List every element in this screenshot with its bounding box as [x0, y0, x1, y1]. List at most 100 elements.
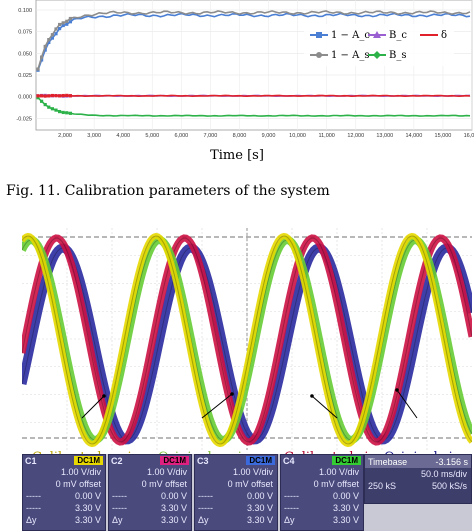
row-marker: -----	[284, 503, 299, 513]
row-value: 3.30 V	[332, 515, 359, 525]
channel-box-c1[interactable]: C1 DC1M 1.00 V/div 0 mV offset ----- 0.00 …	[22, 454, 106, 531]
coupling-badge: DC1M	[160, 456, 189, 465]
row-value: 0.00 V	[160, 491, 187, 501]
y-tick-label: 0.075	[18, 30, 32, 36]
arrow-head	[230, 392, 234, 396]
volts-div: 1.00 V/div	[232, 467, 273, 477]
series-marker	[61, 93, 65, 98]
row-value: 3.30 V	[74, 503, 101, 513]
row-marker: Δy	[26, 515, 37, 525]
y-tick-label: 0.050	[18, 51, 32, 57]
row-marker: -----	[198, 503, 213, 513]
series-marker	[54, 32, 58, 36]
row-marker: Δy	[284, 515, 295, 525]
row-marker: -----	[284, 491, 299, 501]
x-tick-label: 6,000	[174, 133, 188, 139]
row-value: 0.00 V	[74, 491, 101, 501]
legend-label: B_c	[389, 30, 407, 41]
offset: 0 mV offset	[141, 479, 187, 489]
row-marker: -----	[112, 491, 127, 501]
series-marker	[54, 108, 58, 112]
arrow-head	[395, 388, 399, 392]
series-marker	[40, 58, 44, 62]
x-tick-label: 11,000	[318, 133, 334, 139]
series-marker	[36, 94, 40, 98]
series-marker	[65, 111, 69, 115]
row-marker: -----	[112, 503, 127, 513]
series-marker	[36, 96, 40, 100]
label-arrow	[396, 389, 418, 419]
timebase-samples: 250 kS	[368, 481, 397, 491]
series-marker	[68, 16, 72, 21]
row-value: 3.30 V	[332, 503, 359, 513]
channel-box-c2[interactable]: C2 DC1M 1.00 V/div 0 mV offset ----- 0.00 …	[108, 454, 192, 531]
timebase-box[interactable]: Timebase -3.156 s 50.0 ms/div 250 kS 500 k…	[364, 454, 472, 504]
row-marker: -----	[26, 491, 41, 501]
oscilloscope-capture: Calibrated cosine Original cosine Calibr…	[22, 228, 472, 531]
offset: 0 mV offset	[313, 479, 359, 489]
legend-label: B_s	[389, 50, 406, 61]
offset: 0 mV offset	[227, 479, 273, 489]
series-marker	[61, 110, 65, 115]
x-tick-label: 5,000	[145, 133, 159, 139]
scope-trace	[22, 232, 472, 448]
legend-label: δ	[441, 30, 447, 41]
volts-div: 1.00 V/div	[146, 467, 187, 477]
figure-caption: Fig. 11. Calibration parameters of the s…	[6, 183, 330, 199]
series-marker	[65, 19, 69, 23]
channel-panel: C1 DC1M 1.00 V/div 0 mV offset ----- 0.00 …	[22, 454, 472, 531]
series-marker	[43, 48, 47, 52]
series-marker	[43, 102, 47, 107]
series-marker	[58, 109, 62, 114]
series-marker	[40, 94, 44, 98]
label-arrow	[311, 395, 338, 419]
x-tick-label: 13,000	[376, 133, 393, 139]
series-marker	[50, 107, 54, 111]
series-marker	[47, 105, 51, 109]
channel-name: C4	[283, 455, 295, 466]
series-marker	[68, 111, 72, 115]
legend-box	[304, 24, 454, 66]
scope-trace	[22, 234, 472, 446]
y-tick-label: 0.025	[18, 73, 32, 79]
series-marker	[36, 67, 40, 71]
x-tick-label: 16,000	[464, 133, 474, 139]
row-value: 0.00 V	[332, 491, 359, 501]
row-marker: Δy	[198, 515, 209, 525]
x-tick-label: 2,000	[58, 133, 72, 139]
label-arrow	[81, 395, 105, 419]
series-marker	[43, 94, 47, 98]
series-marker	[50, 36, 54, 40]
series-marker	[47, 38, 51, 42]
x-axis-label: Time [s]	[210, 148, 264, 163]
arrow-head	[310, 394, 314, 398]
channel-name: C2	[111, 455, 123, 466]
scope-trace-core	[22, 235, 472, 445]
legend-label: 1 − A_s	[331, 50, 369, 61]
channel-box-c4[interactable]: C4 DC1M 1.00 V/div 0 mV offset ----- 0.00 …	[280, 454, 364, 531]
series-marker	[61, 23, 65, 28]
series-marker	[54, 27, 58, 31]
series-marker	[47, 94, 51, 98]
legend-marker	[316, 52, 322, 58]
chart-grid	[36, 0, 473, 130]
x-tick-label: 7,000	[204, 133, 218, 139]
x-tick-label: 14,000	[405, 133, 422, 139]
coupling-badge: DC1M	[246, 456, 275, 465]
row-value: 3.30 V	[160, 503, 187, 513]
channel-box-c3[interactable]: C3 DC1M 1.00 V/div 0 mV offset ----- 0.00 …	[194, 454, 278, 531]
row-value: 3.30 V	[160, 515, 187, 525]
row-marker: -----	[198, 491, 213, 501]
x-tick-label: 15,000	[435, 133, 452, 139]
legend-marker	[373, 51, 381, 59]
calibration-chart: 0.100 0.075 0.050 0.025 0.000 -0.025 2,000 3,0…	[16, 0, 474, 139]
x-tick-label: 8,000	[233, 133, 247, 139]
series-marker	[61, 21, 65, 25]
chart-x-ticks: 2,000 3,000 4,000 5,000 6,000 7,000 8,000 9,000…	[58, 133, 474, 139]
row-marker: Δy	[112, 515, 123, 525]
series-line	[37, 10, 471, 70]
x-tick-label: 10,000	[289, 133, 306, 139]
coupling-badge: DC1M	[74, 456, 103, 465]
row-marker: -----	[26, 503, 41, 513]
row-value: 3.30 V	[246, 503, 273, 513]
